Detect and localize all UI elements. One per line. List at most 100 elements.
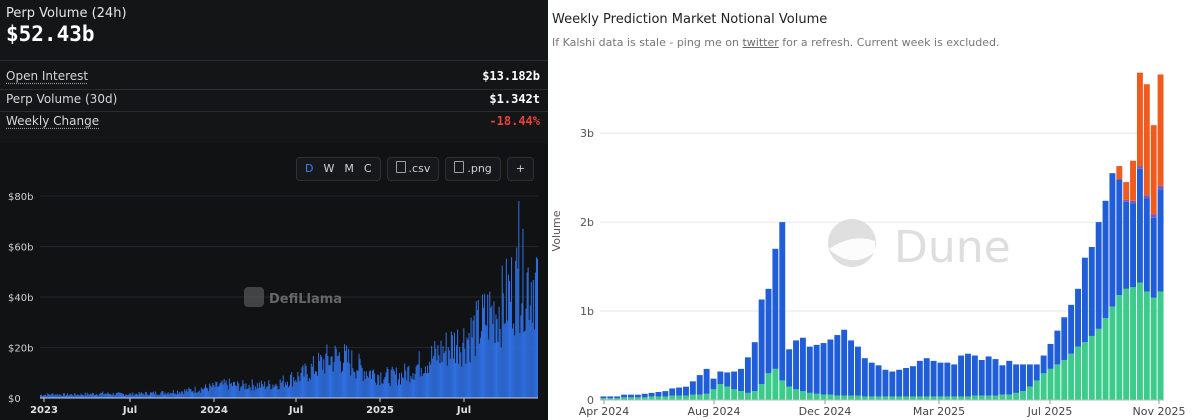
volume-bar	[355, 378, 357, 398]
volume-bar	[159, 395, 161, 398]
volume-bar	[163, 394, 165, 398]
volume-bar	[170, 393, 172, 398]
volume-bar	[413, 379, 415, 398]
volume-bar	[521, 303, 523, 398]
volume-bar	[519, 332, 521, 398]
volume-bar	[298, 376, 300, 398]
open-interest-label[interactable]: Open Interest	[6, 69, 89, 83]
volume-bar	[494, 342, 496, 398]
volume-bar	[110, 394, 112, 398]
defillama-panel: Perp Volume (24h) $52.43b Open Interest …	[0, 0, 548, 420]
stacked-bar-segment	[724, 372, 731, 387]
volume-bars	[40, 201, 538, 398]
stacked-bar-segment	[1088, 247, 1095, 336]
stacked-bar-segment	[786, 349, 793, 387]
volume-bar	[278, 388, 280, 398]
stacked-bar-segment	[958, 355, 965, 397]
volume-bar	[157, 395, 159, 398]
stacked-bar-segment	[799, 337, 806, 392]
period-button-cumulative[interactable]: C	[363, 162, 372, 175]
volume-bar	[445, 332, 447, 398]
volume-bar	[109, 393, 111, 398]
volume-bar	[431, 345, 433, 398]
chart-toolbar: D W M C .csv .png +	[295, 157, 534, 181]
volume-bar	[463, 328, 465, 398]
volume-bar	[279, 379, 281, 398]
volume-bar	[177, 393, 180, 398]
weekly-change-label[interactable]: Weekly Change	[6, 114, 100, 128]
png-download-button[interactable]: .png	[445, 157, 501, 181]
volume-bar	[308, 377, 310, 398]
volume-bar	[290, 374, 292, 398]
volume-bar	[409, 382, 411, 398]
volume-bar	[189, 388, 191, 398]
volume-bar	[351, 350, 353, 398]
volume-bar	[453, 332, 455, 398]
volume-bar	[125, 394, 127, 398]
volume-bar	[434, 341, 436, 398]
stacked-bar-segment	[1054, 364, 1061, 400]
twitter-link[interactable]: twitter	[742, 36, 779, 49]
volume-bar	[218, 385, 220, 398]
volume-bar	[340, 372, 342, 398]
volume-bar	[260, 380, 263, 398]
dune-watermark: Dune	[828, 219, 1011, 273]
perp-volume-24h-label: Perp Volume (24h)	[6, 6, 127, 21]
volume-bar	[513, 323, 515, 398]
stacked-bar-segment	[738, 368, 744, 392]
stacked-bar-segment	[641, 397, 648, 400]
stacked-bar-segment	[1150, 217, 1157, 298]
volume-bar	[258, 382, 260, 398]
period-toggle-group: D W M C	[295, 157, 381, 181]
expand-button[interactable]: +	[506, 157, 534, 181]
volume-bar	[296, 381, 298, 398]
stacked-bar-segment	[820, 343, 827, 395]
volume-bar	[418, 351, 420, 398]
volume-bar	[505, 258, 507, 398]
volume-bar	[488, 339, 490, 398]
volume-bar	[167, 392, 169, 398]
csv-download-button[interactable]: .csv	[386, 157, 440, 181]
stacked-bar-segment	[765, 373, 772, 400]
volume-bar	[515, 260, 517, 398]
volume-bar	[135, 393, 137, 398]
volume-bar	[300, 373, 302, 398]
volume-bar	[315, 371, 318, 398]
volume-bar	[136, 394, 138, 398]
volume-bar	[265, 388, 267, 398]
period-button-weekly[interactable]: W	[323, 162, 335, 175]
stacked-bar-segment	[1026, 364, 1033, 387]
subtitle-text-after: for a refresh. Current week is excluded.	[778, 36, 1000, 49]
stacked-bar-segment	[751, 342, 758, 392]
stacked-bar-segment	[813, 344, 820, 394]
volume-bar	[190, 389, 192, 398]
volume-bar	[200, 387, 202, 398]
stacked-bar-segment	[861, 358, 868, 397]
stacked-bar-segment	[1102, 200, 1109, 319]
volume-bar	[197, 391, 199, 398]
volume-bar	[137, 395, 139, 398]
volume-bar	[225, 380, 227, 398]
volume-bar	[441, 361, 443, 398]
dune-panel: Weekly Prediction Market Notional Volume…	[548, 0, 1200, 420]
volume-bar	[99, 393, 101, 398]
stacked-bar-segment	[985, 356, 992, 396]
stacked-bar-segment	[655, 396, 662, 400]
volume-bar	[509, 301, 512, 398]
volume-bar	[400, 384, 402, 398]
volume-bar	[469, 362, 471, 398]
volume-bar	[277, 389, 279, 398]
volume-bar	[66, 393, 69, 398]
period-button-daily[interactable]: D	[304, 162, 314, 175]
volume-bar	[366, 375, 368, 398]
volume-bar	[73, 395, 75, 398]
volume-bar	[147, 395, 149, 398]
stacked-bar-segment	[903, 367, 910, 397]
stacked-bar-segment	[1143, 195, 1150, 199]
volume-bar	[362, 381, 364, 398]
period-button-monthly[interactable]: M	[344, 162, 354, 175]
volume-bar	[284, 382, 286, 398]
stacked-bar-segment	[1109, 306, 1116, 400]
stacked-bar-segment	[1068, 304, 1075, 354]
volume-bar	[128, 394, 130, 398]
